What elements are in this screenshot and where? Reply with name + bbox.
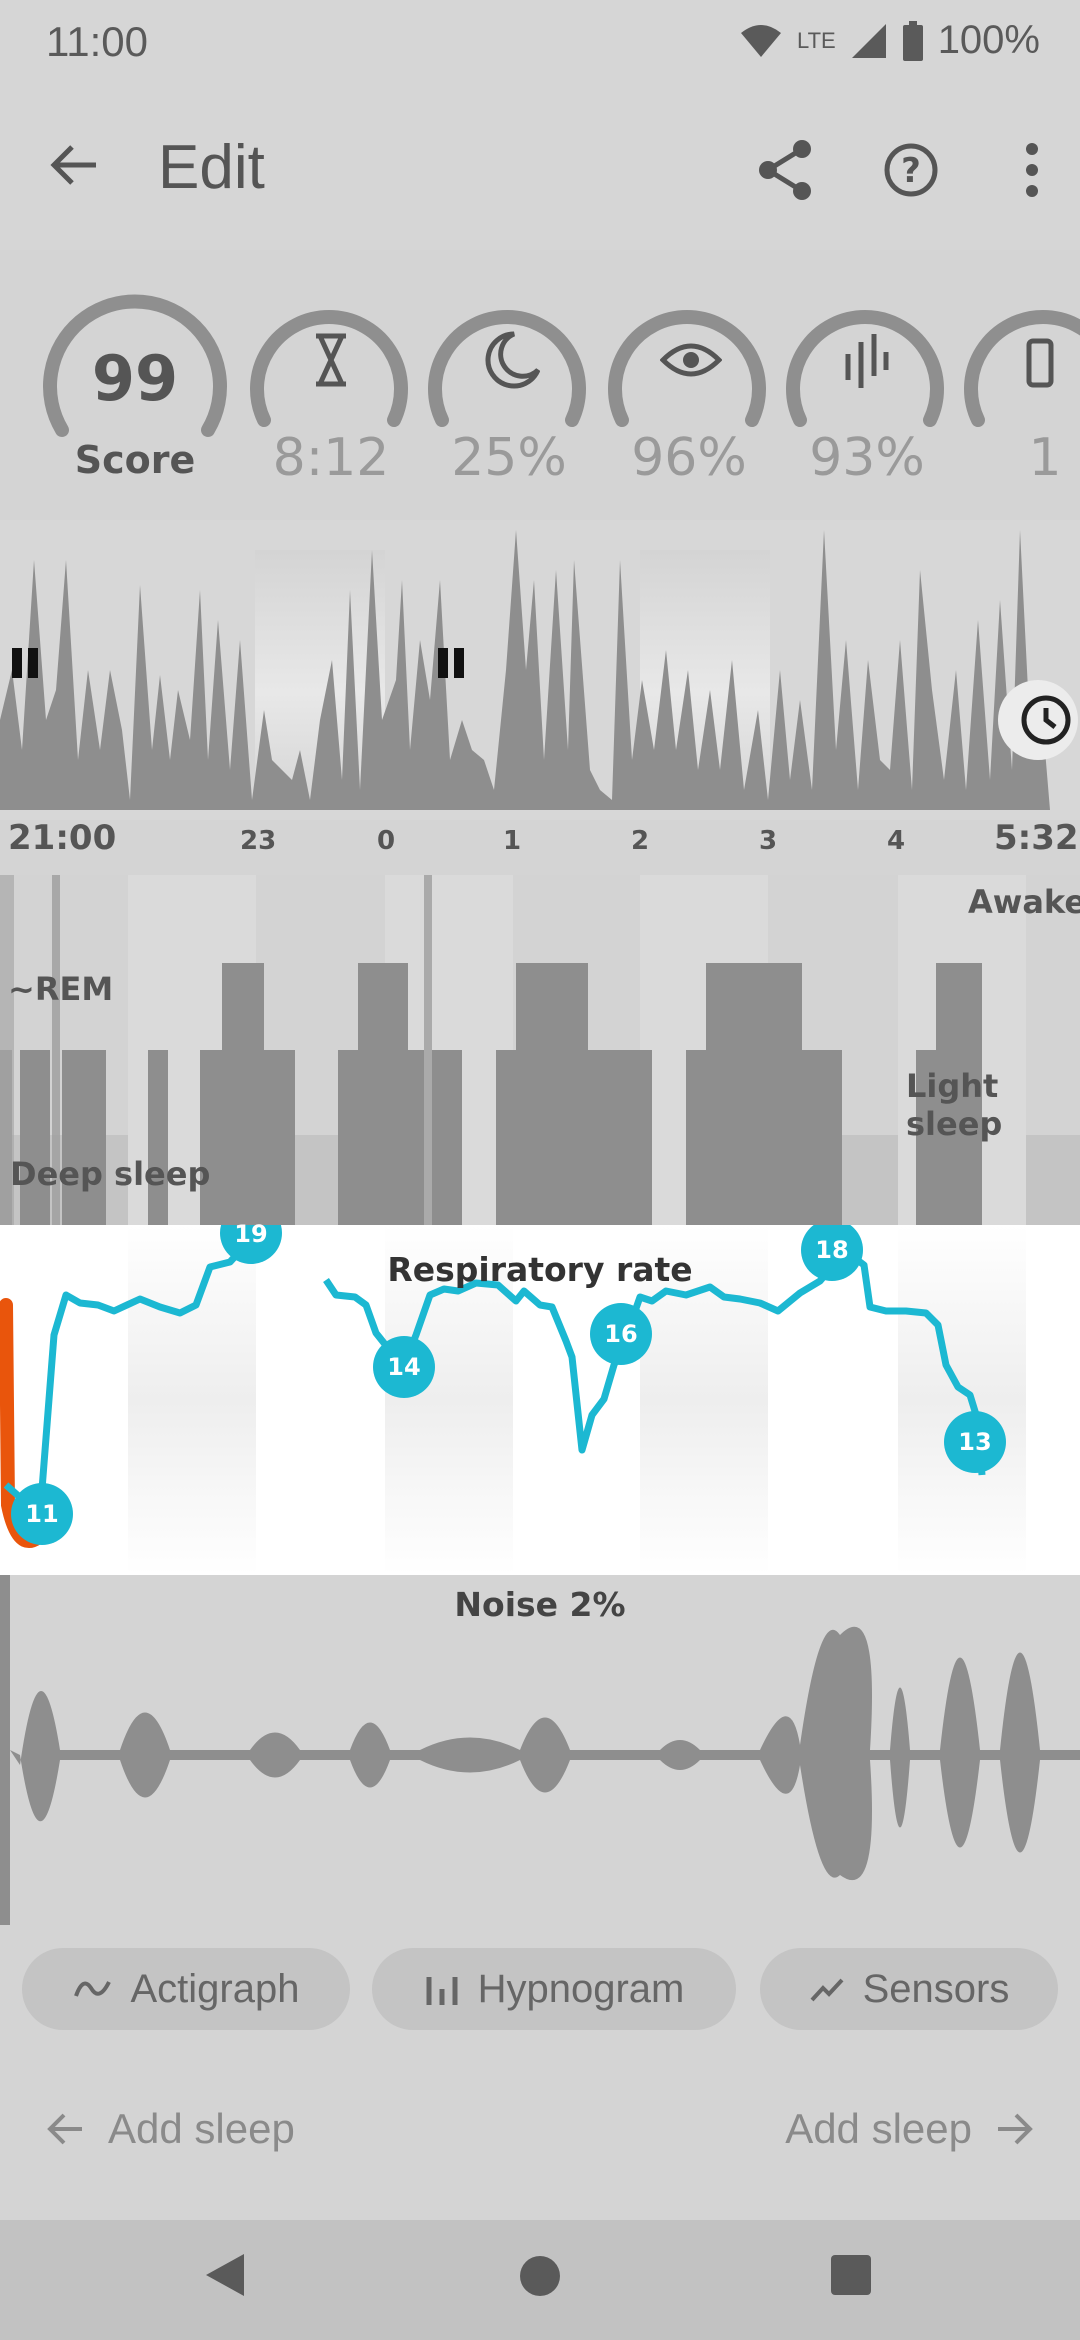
more-vert-icon[interactable] (1000, 135, 1070, 205)
bars-icon (426, 1977, 458, 2005)
noise-title: Noise 2% (454, 1585, 626, 1624)
page-title: Edit (158, 133, 265, 202)
bars-icon (845, 334, 889, 388)
respiratory-marker (944, 1411, 1006, 1473)
duration-gauge[interactable]: 8:12 (242, 280, 420, 490)
marker-label: 14 (387, 1353, 421, 1381)
actigraph-chip[interactable]: Actigraph (22, 1948, 350, 2030)
score-value: 99 (91, 342, 179, 415)
actigraph-chip-label: Actigraph (130, 1966, 300, 2011)
back-arrow-icon[interactable] (44, 135, 104, 195)
arrow-right-icon (998, 2113, 1033, 2145)
deep-sleep-label: Deep sleep (10, 1155, 211, 1193)
moon-icon (485, 331, 540, 389)
pause-icon (12, 648, 38, 678)
light-sleep-label: Light sleep (906, 1067, 1003, 1143)
actigraph-chart[interactable] (0, 520, 1080, 875)
add-sleep-left-label: Add sleep (108, 2105, 295, 2152)
hypnogram-stages (0, 963, 982, 1225)
time-label-end: 5:32 (994, 818, 1079, 858)
deep-sleep-gauge[interactable]: 25% (420, 280, 598, 490)
score-gauge[interactable]: 99 Score (40, 280, 230, 490)
respiratory-title: Respiratory rate (387, 1250, 693, 1289)
wifi-icon (740, 24, 781, 57)
partial-gauge[interactable]: 1 (956, 280, 1080, 490)
hourglass-icon (316, 333, 346, 387)
trend-icon (810, 1978, 844, 2002)
eye-icon (660, 343, 722, 377)
respiratory-chart[interactable] (0, 1225, 1080, 1575)
gauge-arc (786, 310, 944, 427)
gauge-arc (250, 310, 408, 427)
svg-text:?: ? (901, 151, 921, 191)
hypnogram-chip[interactable]: Hypnogram (372, 1948, 736, 2030)
sensors-chip[interactable]: Sensors (760, 1948, 1058, 2030)
marker-label: 18 (815, 1236, 849, 1264)
recents-square-icon[interactable] (830, 2254, 872, 2296)
respiratory-marker (220, 1225, 282, 1264)
efficiency-value: 96% (631, 428, 747, 488)
gauge-arc (608, 310, 766, 427)
actigraph-activity-area (0, 530, 1050, 810)
rem-label: ~REM (8, 970, 114, 1008)
gauge-arc (428, 310, 586, 427)
time-label: 23 (240, 826, 277, 856)
add-sleep-before-button[interactable]: Add sleep (46, 2105, 295, 2153)
add-sleep-right-label: Add sleep (785, 2105, 972, 2152)
share-icon[interactable] (750, 135, 820, 205)
respiratory-marker (801, 1225, 863, 1281)
efficiency-gauge[interactable]: 96% (600, 280, 778, 490)
marker-label: 16 (604, 1320, 638, 1348)
awake-label: Awake (968, 883, 1080, 921)
time-label: 4 (887, 826, 906, 856)
status-bar (0, 0, 1080, 90)
marker-label: 19 (234, 1220, 268, 1248)
marker-label: 13 (958, 1428, 992, 1456)
arrow-left-icon (47, 2113, 82, 2145)
lte-icon: LTE (796, 27, 836, 53)
respiratory-marker (590, 1303, 652, 1365)
respiratory-marker (11, 1483, 73, 1545)
hypnogram-chip-label: Hypnogram (477, 1966, 685, 2011)
phone-icon (1026, 338, 1054, 388)
add-sleep-after-button[interactable]: Add sleep (785, 2105, 1034, 2153)
time-label: 3 (759, 826, 778, 856)
signal-icon (851, 23, 886, 58)
time-label: 0 (377, 826, 396, 856)
regularity-value: 93% (809, 428, 925, 488)
partial-value: 1 (1028, 428, 1062, 488)
gauge-arc (43, 294, 227, 437)
app-bar (0, 90, 1080, 250)
back-triangle-icon[interactable] (200, 2250, 250, 2300)
marker-label: 11 (25, 1500, 59, 1528)
noise-waveform (10, 1626, 1080, 1881)
time-label: 2 (631, 826, 650, 856)
hypnogram-chart[interactable] (0, 875, 1080, 1225)
regularity-gauge[interactable]: 93% (778, 280, 956, 490)
status-icons: LTE 100% (739, 18, 1040, 63)
battery-icon (902, 20, 923, 61)
time-label: 1 (503, 826, 522, 856)
help-icon[interactable]: ? (876, 135, 946, 205)
battery-percent: 100% (937, 18, 1040, 62)
status-time: 11:00 (46, 18, 148, 65)
wave-icon (73, 1981, 111, 1997)
respiratory-marker (373, 1336, 435, 1398)
time-label-start: 21:00 (8, 818, 117, 858)
sensors-chip-label: Sensors (862, 1966, 1010, 2011)
gauge-arc (964, 310, 1080, 427)
duration-value: 8:12 (272, 428, 390, 488)
score-label: Score (74, 438, 196, 482)
pause-icon (438, 648, 464, 678)
clock-icon (1021, 695, 1071, 745)
clock-button[interactable] (998, 680, 1078, 760)
deep-sleep-value: 25% (451, 428, 567, 488)
home-circle-icon[interactable] (518, 2254, 562, 2298)
noise-chart[interactable] (0, 1575, 1080, 1930)
